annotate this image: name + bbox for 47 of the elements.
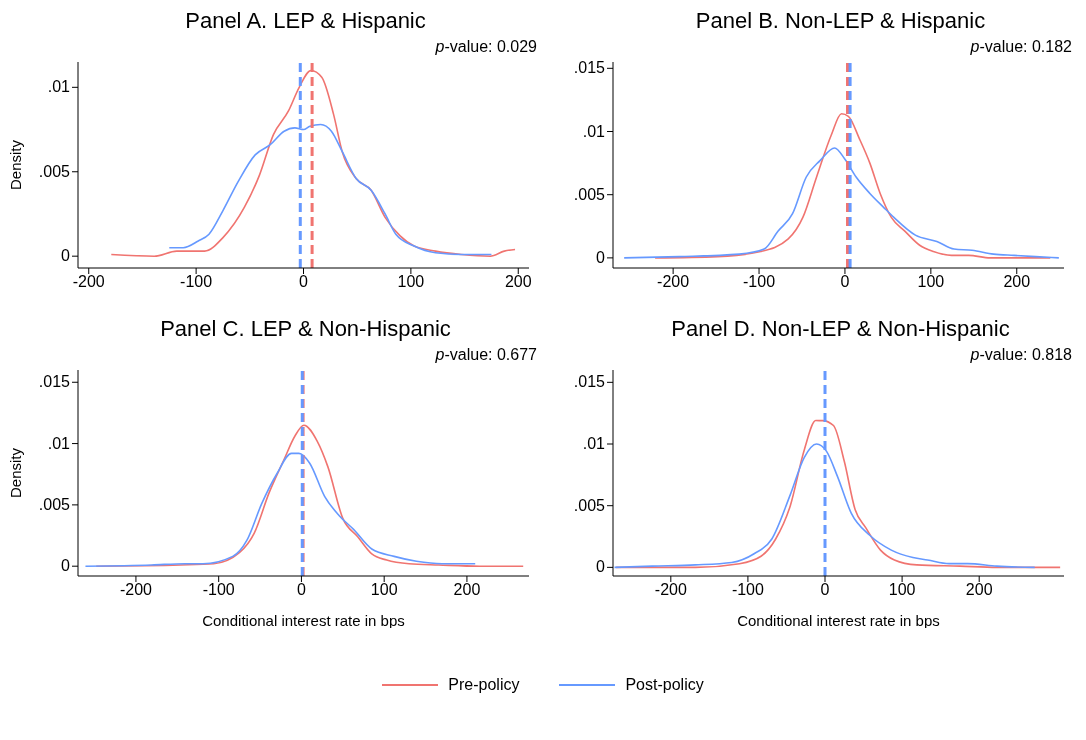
- x-tick-label: 0: [296, 581, 306, 599]
- text: p-value: 0.182: [970, 38, 1072, 55]
- x-tick-label: -200: [654, 581, 687, 599]
- legend-label: Pre-policy: [448, 676, 520, 694]
- x-tick-label: 100: [888, 581, 916, 599]
- y-tick-label: .01: [47, 78, 71, 96]
- x-tick-label: -100: [202, 581, 235, 599]
- x-tick-label: 100: [397, 273, 425, 291]
- x-tick-label: 0: [820, 581, 830, 599]
- y-tick-label: .01: [582, 435, 606, 453]
- chart-title: Panel D. Non-LEP & Non-Hispanic: [670, 316, 1011, 343]
- y-axis-title: Density: [7, 447, 25, 499]
- text: p-value: 0.677: [435, 346, 537, 363]
- x-tick-label: -200: [119, 581, 153, 599]
- x-tick-label: -200: [657, 273, 690, 291]
- y-tick-label: .005: [573, 185, 606, 203]
- x-tick-label: -100: [180, 273, 213, 291]
- x-tick-label: -200: [72, 273, 105, 291]
- x-tick-label: 200: [965, 581, 993, 599]
- y-tick-label: 0: [61, 247, 71, 265]
- y-tick-label: 0: [596, 248, 606, 266]
- chart-title: Panel A. LEP & Hispanic: [184, 8, 427, 35]
- y-tick-label: .005: [573, 496, 606, 514]
- chart-title: Panel C. LEP & Non-Hispanic: [159, 316, 452, 343]
- x-tick-label: -100: [731, 581, 765, 599]
- text: p-value: 0.818: [970, 346, 1072, 363]
- y-tick-label: .005: [38, 162, 71, 180]
- legend-label: Post-policy: [625, 676, 704, 694]
- y-tick-label: .015: [573, 373, 606, 391]
- x-tick-label: 100: [370, 581, 398, 599]
- y-tick-label: .015: [38, 373, 71, 391]
- text: p-value: 0.029: [435, 38, 537, 55]
- x-tick-label: -100: [743, 273, 776, 291]
- y-tick-label: .015: [573, 59, 606, 77]
- x-tick-label: 200: [504, 273, 532, 291]
- x-tick-label: 0: [299, 273, 309, 291]
- y-tick-label: .01: [582, 122, 606, 140]
- x-tick-label: 200: [1003, 273, 1031, 291]
- chart-title: Panel B. Non-LEP & Hispanic: [694, 8, 987, 35]
- y-tick-label: .01: [47, 434, 71, 452]
- x-tick-label: 0: [840, 273, 850, 291]
- y-tick-label: 0: [596, 558, 606, 576]
- y-tick-label: 0: [61, 557, 71, 575]
- y-axis-title: Density: [7, 139, 25, 191]
- x-tick-label: 200: [453, 581, 481, 599]
- y-tick-label: .005: [38, 495, 71, 513]
- x-tick-label: 100: [917, 273, 945, 291]
